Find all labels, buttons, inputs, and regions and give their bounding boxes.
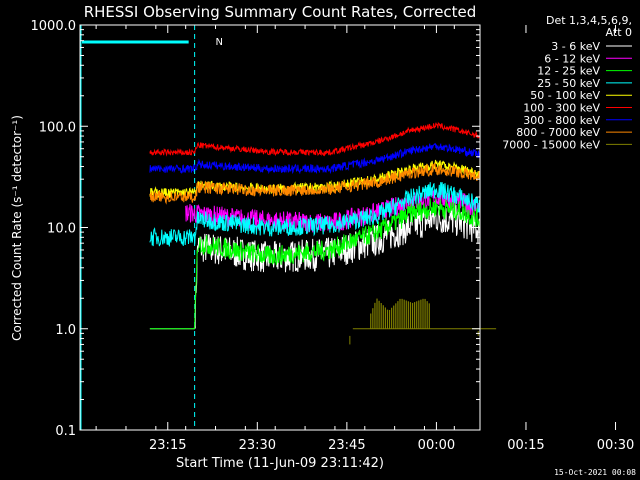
- legend-label: 50 - 100 keV: [530, 89, 600, 102]
- x-axis-label: Start Time (11-Jun-09 23:11:42): [176, 456, 384, 471]
- legend-label: 25 - 50 keV: [537, 77, 600, 90]
- legend-header: Att 0: [606, 26, 632, 39]
- legend-label: 800 - 7000 keV: [516, 126, 600, 139]
- x-tick-label: 00:15: [507, 438, 544, 453]
- legend-label: 300 - 800 keV: [523, 114, 600, 127]
- legend-label: 6 - 12 keV: [544, 52, 600, 65]
- series-group: [149, 121, 497, 345]
- chart-title: RHESSI Observing Summary Count Rates, Co…: [84, 3, 477, 21]
- y-tick-label: 100.0: [39, 120, 76, 135]
- x-tick-label: 23:15: [149, 438, 186, 453]
- legend-label: 100 - 300 keV: [523, 102, 600, 115]
- y-tick-label: 10.0: [47, 222, 76, 237]
- y-tick-label: 0.1: [55, 424, 76, 439]
- legend-label: 12 - 25 keV: [537, 65, 600, 78]
- x-tick-label: 23:45: [328, 438, 365, 453]
- x-tick-label: 00:30: [597, 438, 634, 453]
- y-tick-label: 1000.0: [31, 19, 77, 34]
- y-tick-label: 1.0: [55, 323, 76, 338]
- x-tick-label: 23:30: [239, 438, 276, 453]
- series-line: [149, 121, 481, 157]
- x-tick-label: 00:00: [418, 438, 455, 453]
- y-axis-label: Corrected Count Rate (s⁻¹ detector⁻¹): [10, 115, 24, 341]
- legend-label: 7000 - 15000 keV: [502, 138, 600, 151]
- flag-annotation: N: [216, 37, 223, 48]
- legend-label: 3 - 6 keV: [551, 40, 600, 53]
- timestamp: 15-Oct-2021 00:08: [554, 468, 636, 477]
- series-7000-15000: [349, 298, 497, 345]
- axes: 0.1 1.0 10.0 100.0 1000.0 23:15 23:30 23:45 00:0…: [31, 19, 635, 453]
- legend-header: Det 1,3,4,5,6,9,: [546, 14, 632, 27]
